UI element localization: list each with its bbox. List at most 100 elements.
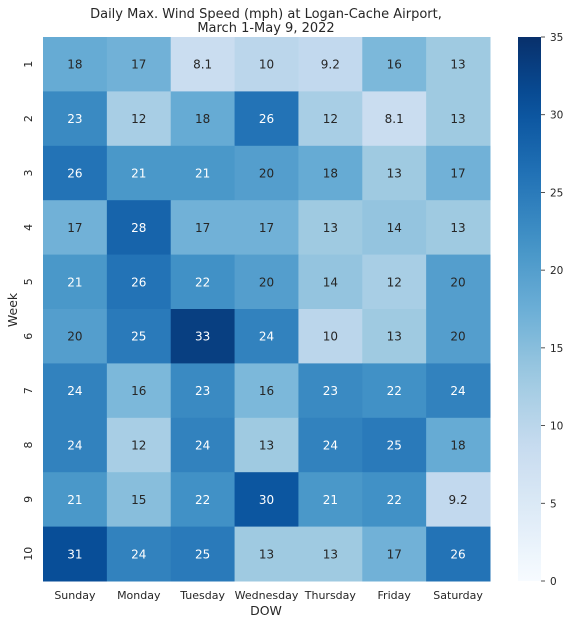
heatmap-cell	[170, 417, 236, 473]
colorbar-tick-label: 20	[550, 265, 563, 277]
colorbar-tick-label: 0	[550, 576, 557, 588]
cell-value-label: 23	[195, 384, 210, 398]
heatmap-cell	[43, 526, 108, 582]
heatmap-cell	[106, 91, 172, 147]
cell-value-label: 10	[259, 58, 274, 72]
cell-value-label: 13	[323, 547, 338, 561]
heatmap-cell	[170, 526, 236, 582]
heatmap-cell	[170, 91, 236, 147]
heatmap-cell	[362, 254, 427, 310]
heatmap-cell	[106, 200, 172, 256]
cell-value-label: 26	[450, 547, 465, 561]
heatmap-cell	[298, 200, 363, 256]
cell-value-label: 16	[387, 58, 402, 72]
heatmap-cell	[298, 472, 363, 528]
y-tick-label: 3	[22, 170, 35, 177]
heatmap-cell	[170, 363, 236, 419]
cell-value-label: 24	[195, 439, 210, 453]
y-tick-labels: 1 2 3 4 5 6 7 8 9 10	[22, 61, 35, 561]
heatmap-cell	[362, 472, 427, 528]
heatmap-cell	[426, 472, 491, 528]
colorbar-tick-label: 25	[550, 187, 563, 199]
cell-value-label: 16	[259, 384, 274, 398]
heatmap-cell	[426, 91, 491, 147]
x-tick-label: Friday	[378, 589, 412, 602]
cell-value-label: 18	[450, 439, 465, 453]
heatmap-cell	[170, 472, 236, 528]
chart-title-line-1: Daily Max. Wind Speed (mph) at Logan-Cac…	[90, 7, 442, 22]
cell-value-label: 13	[259, 439, 274, 453]
cell-value-label: 21	[323, 493, 338, 507]
heatmap-cell	[234, 254, 299, 310]
cell-value-label: 10	[323, 330, 338, 344]
cell-value-label: 21	[67, 493, 82, 507]
cell-value-label: 13	[450, 58, 465, 72]
cell-value-label: 24	[450, 384, 465, 398]
heatmap-cell	[426, 145, 491, 201]
colorbar-tick-label: 35	[550, 32, 563, 44]
heatmap-cell	[234, 526, 299, 582]
cell-value-label: 17	[259, 221, 274, 235]
heatmap-cell	[106, 37, 172, 92]
cell-value-label: 14	[387, 221, 402, 235]
x-tick-label: Wednesday	[235, 589, 299, 602]
cell-value-label: 30	[259, 493, 274, 507]
chart-title-line-2: March 1-May 9, 2022	[197, 21, 334, 36]
cell-value-label: 24	[131, 547, 146, 561]
x-tick-label: Saturday	[433, 589, 483, 602]
heatmap-cell	[362, 363, 427, 419]
cell-value-label: 24	[323, 439, 338, 453]
heatmap-cell	[43, 254, 108, 310]
heatmap-cell	[362, 309, 427, 364]
heatmap-cell	[106, 363, 172, 419]
heatmap-cell	[426, 254, 491, 310]
y-tick-label: 2	[22, 115, 35, 122]
cell-value-label: 12	[323, 112, 338, 126]
heatmap-cell	[298, 417, 363, 473]
heatmap-cell	[426, 200, 491, 256]
cell-value-label: 17	[131, 58, 146, 72]
y-tick-label: 6	[22, 333, 35, 340]
y-axis-label: Week	[5, 292, 20, 327]
cell-value-label: 18	[67, 58, 82, 72]
cell-value-label: 20	[67, 330, 82, 344]
heatmap-cell	[362, 37, 427, 92]
cell-value-label: 22	[195, 275, 210, 289]
heatmap-cell	[234, 309, 299, 364]
cell-value-label: 26	[67, 167, 82, 181]
colorbar-tick-label: 30	[550, 110, 563, 122]
cell-value-label: 13	[259, 547, 274, 561]
cell-value-label: 15	[131, 493, 146, 507]
heatmap-cell	[298, 37, 363, 92]
cell-value-label: 16	[131, 384, 146, 398]
heatmap-cell	[43, 417, 108, 473]
y-tick-label: 9	[22, 496, 35, 503]
heatmap-cell	[362, 417, 427, 473]
heatmap-cell	[362, 91, 427, 147]
cell-value-label: 13	[387, 167, 402, 181]
cell-value-label: 9.2	[321, 58, 340, 72]
heatmap-cell	[362, 145, 427, 201]
heatmap-cell	[170, 309, 236, 364]
x-tick-label: Sunday	[54, 589, 96, 602]
cell-value-label: 33	[195, 330, 210, 344]
cell-value-label: 20	[259, 275, 274, 289]
cell-value-label: 28	[131, 221, 146, 235]
colorbar-tick-label: 15	[550, 343, 563, 355]
cell-value-label: 24	[67, 439, 82, 453]
heatmap-cell	[43, 37, 108, 92]
heatmap-cell	[106, 526, 172, 582]
cell-value-label: 22	[387, 384, 402, 398]
heatmap-cell	[298, 363, 363, 419]
heatmap-cell	[106, 254, 172, 310]
cell-value-label: 13	[450, 221, 465, 235]
heatmap-cell	[298, 254, 363, 310]
heatmap-cell	[362, 200, 427, 256]
heatmap-cell	[362, 526, 427, 582]
x-tick-label: Tuesday	[179, 589, 225, 602]
heatmap-cell	[170, 145, 236, 201]
x-tick-labels: Sunday Monday Tuesday Wednesday Thursday Frid…	[54, 589, 483, 602]
heatmap-cell	[43, 200, 108, 256]
cell-value-label: 26	[259, 112, 274, 126]
